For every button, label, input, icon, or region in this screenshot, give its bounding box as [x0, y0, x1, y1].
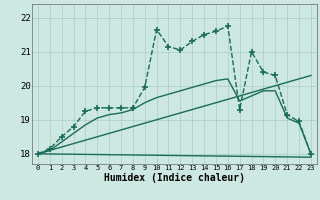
X-axis label: Humidex (Indice chaleur): Humidex (Indice chaleur) — [104, 173, 245, 183]
